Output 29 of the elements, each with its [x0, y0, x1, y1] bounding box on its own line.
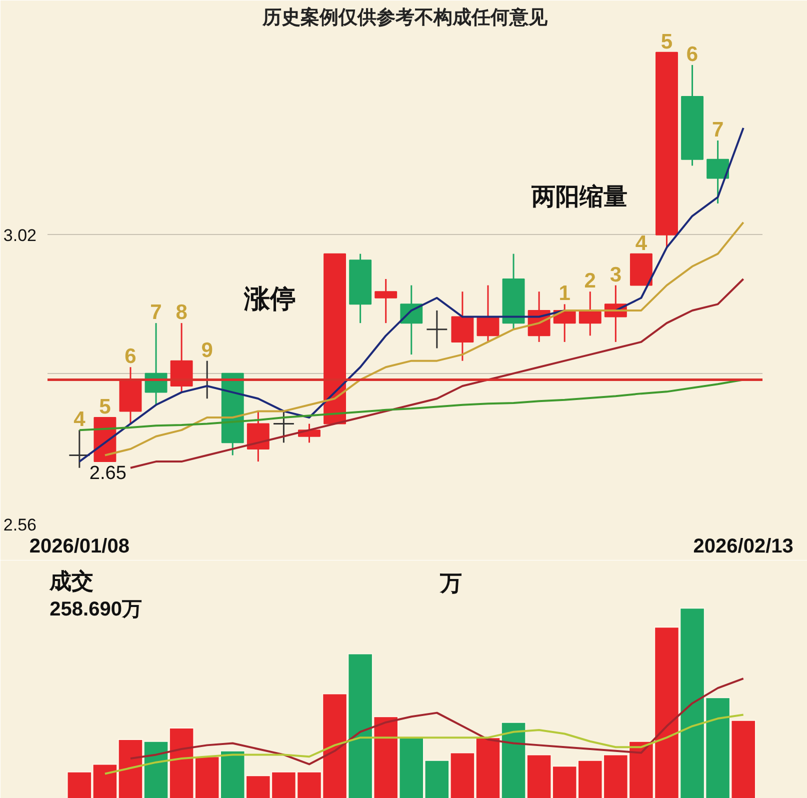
annotation: 258.690万	[50, 598, 142, 621]
candlestick	[706, 140, 730, 204]
text: 4	[635, 232, 648, 255]
text: 成交	[48, 568, 94, 594]
text: 1	[558, 282, 570, 306]
text: 4	[74, 408, 86, 432]
text: 3	[610, 263, 622, 286]
candlestick	[426, 310, 448, 349]
text: 6	[686, 42, 698, 66]
x-tick-label: 2026/01/08	[29, 536, 130, 558]
text: 5	[99, 395, 111, 418]
text: 2	[584, 270, 596, 293]
candlestick	[68, 429, 90, 469]
candlestick	[374, 278, 398, 324]
text: 8	[176, 301, 188, 324]
text: 7	[150, 301, 162, 324]
annotation: 2.65	[89, 462, 126, 484]
y-tick-label: 2.56	[3, 516, 37, 534]
text: 9	[201, 338, 213, 362]
chart-title: 历史案例仅供参考不构成任何意见	[262, 6, 548, 28]
x-tick-label: 2026/02/13	[693, 536, 794, 558]
text: 7	[712, 118, 724, 142]
text: 万	[439, 570, 462, 596]
annotation: 涨停	[243, 284, 296, 314]
annotation: 两阳缩量	[530, 184, 628, 211]
text: 5	[660, 30, 673, 54]
y-tick-label: 3.02	[3, 226, 37, 245]
text: 6	[124, 345, 136, 368]
candlestick	[272, 410, 295, 444]
